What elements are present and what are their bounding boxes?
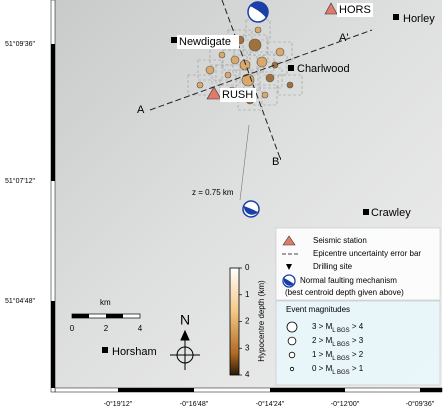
event — [225, 72, 231, 78]
colorbar-tick-label: 2 — [245, 317, 250, 326]
legend-text: Normal faulting mechanism — [300, 276, 397, 285]
site-icon — [102, 347, 108, 353]
legend-text: Seismic station — [313, 236, 367, 245]
lon-label: -0°14'24" — [256, 400, 285, 408]
site-icon — [363, 209, 369, 215]
lat-label: 51°07'12" — [5, 177, 35, 185]
lon-label: -0°16'48" — [180, 400, 209, 408]
site-icon — [393, 14, 399, 20]
site-icon — [171, 37, 177, 43]
site-icon — [288, 65, 294, 71]
magnitude-icon — [289, 352, 295, 358]
scale-bar — [72, 314, 140, 318]
place-label: RUSH — [222, 89, 253, 101]
legend-text: (best centroid depth given above) — [285, 288, 404, 297]
event — [276, 48, 284, 56]
section-label: B' — [272, 156, 281, 168]
map-figure: 51°09'36" 51°07'12" 51°04'48" -0°19'12" … — [0, 0, 448, 410]
section-label: A' — [339, 32, 348, 44]
beachball — [248, 2, 268, 22]
annotation: z = 0.75 km — [192, 188, 234, 197]
north-label: N — [180, 312, 190, 328]
place-label: Horley — [403, 13, 435, 25]
event — [255, 27, 261, 33]
event — [231, 56, 239, 64]
colorbar-tick-label: 1 — [245, 290, 250, 299]
lon-label: -0°12'00" — [331, 400, 360, 408]
event — [262, 92, 268, 98]
magnitude-icon — [287, 322, 297, 332]
place-label: Newdigate — [179, 36, 231, 48]
colorbar-tick-label: 4 — [245, 370, 250, 379]
magnitude-icon — [290, 367, 293, 370]
lon-label: -0°09'36" — [406, 400, 435, 408]
scale-unit: km — [100, 298, 111, 307]
event — [266, 74, 274, 82]
place-label: HORS — [339, 4, 371, 16]
lat-label: 51°09'36" — [5, 40, 35, 48]
beachball — [243, 201, 259, 217]
colorbar — [230, 268, 239, 375]
place-label: Charlwood — [297, 63, 350, 75]
scale-tick-label: 0 — [70, 324, 75, 333]
legend-icon — [283, 275, 295, 287]
place-label: Horsham — [112, 346, 157, 358]
place-label: Crawley — [371, 207, 411, 219]
magnitude-icon — [288, 337, 296, 345]
legend-text: Drilling site — [313, 262, 353, 271]
event — [249, 39, 261, 51]
event — [257, 57, 267, 67]
colorbar-tick-label: 3 — [245, 343, 250, 352]
event — [219, 52, 225, 58]
lat-label: 51°04'48" — [5, 297, 35, 305]
legend-text: Epicentre uncertainty error bar — [313, 249, 421, 258]
colorbar-title: Hypocentre depth (km) — [257, 280, 266, 362]
section-label: A — [137, 104, 145, 116]
event — [272, 62, 278, 68]
scale-tick-label: 2 — [104, 324, 109, 333]
event — [206, 66, 214, 74]
legend-title: Event magnitudes — [286, 305, 350, 314]
event — [287, 82, 293, 88]
scale-tick-label: 4 — [138, 324, 143, 333]
colorbar-tick-label: 0 — [245, 263, 250, 272]
event — [197, 82, 203, 88]
lon-label: -0°19'12" — [104, 400, 133, 408]
